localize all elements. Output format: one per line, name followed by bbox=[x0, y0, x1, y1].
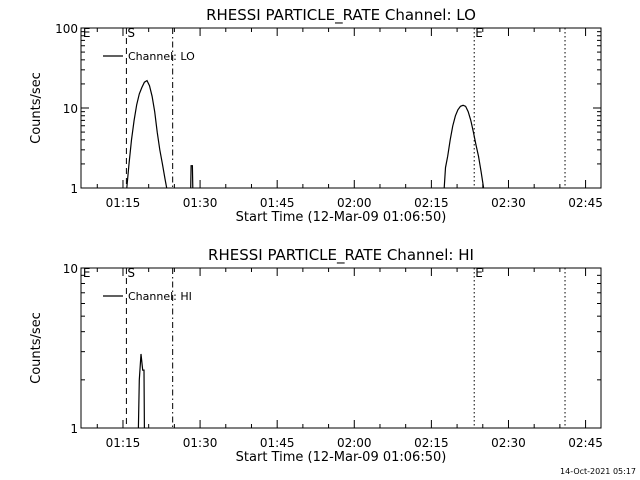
series-line bbox=[190, 165, 194, 189]
chart-title: RHESSI PARTICLE_RATE Channel: LO bbox=[206, 6, 476, 25]
x-tick-label: 01:15 bbox=[106, 436, 141, 450]
series-line bbox=[443, 104, 485, 189]
x-tick-label: 02:15 bbox=[414, 436, 449, 450]
x-axis-label: Start Time (12-Mar-09 01:06:50) bbox=[236, 210, 447, 225]
chart-title: RHESSI PARTICLE_RATE Channel: HI bbox=[208, 246, 474, 265]
x-tick-label: 01:45 bbox=[260, 436, 295, 450]
x-tick-label: 02:15 bbox=[414, 196, 449, 210]
footer-timestamp: 14-Oct-2021 05:17 bbox=[560, 467, 636, 476]
y-axis-label: Counts/sec bbox=[29, 72, 44, 144]
x-tick-label: 02:30 bbox=[491, 196, 526, 210]
event-marker-label: E bbox=[475, 26, 483, 40]
x-tick-label: 01:30 bbox=[183, 196, 218, 210]
x-tick-label: 01:15 bbox=[106, 196, 141, 210]
y-tick-label: 10 bbox=[63, 262, 78, 276]
x-tick-label: 01:30 bbox=[183, 436, 218, 450]
series-line bbox=[126, 79, 168, 189]
y-tick-label: 10 bbox=[63, 102, 78, 116]
chart-panel-1: RHESSI PARTICLE_RATE Channel: LO 1 10 100 01… bbox=[29, 6, 603, 225]
chart-panel-2: RHESSI PARTICLE_RATE Channel: HI 1 10 01:15… bbox=[29, 246, 603, 465]
series-line bbox=[137, 353, 145, 429]
y-tick-label: 100 bbox=[55, 22, 78, 36]
x-tick-label: 02:45 bbox=[568, 196, 603, 210]
event-marker-label: S bbox=[127, 26, 135, 40]
x-tick-label: 02:30 bbox=[491, 436, 526, 450]
event-marker-label: S bbox=[127, 266, 135, 280]
event-marker-label: E bbox=[83, 26, 91, 40]
y-tick-label: 1 bbox=[70, 422, 78, 436]
x-tick-label: 02:45 bbox=[568, 436, 603, 450]
x-tick-label: 02:00 bbox=[337, 196, 372, 210]
legend-label: Channel: HI bbox=[128, 290, 192, 303]
y-tick-label: 1 bbox=[70, 182, 78, 196]
event-marker-label: E bbox=[475, 266, 483, 280]
x-tick-label: 02:00 bbox=[337, 436, 372, 450]
x-tick-label: 01:45 bbox=[260, 196, 295, 210]
legend-label: Channel: LO bbox=[128, 50, 195, 63]
y-axis-label: Counts/sec bbox=[29, 312, 44, 384]
event-marker-label: E bbox=[83, 266, 91, 280]
x-axis-label: Start Time (12-Mar-09 01:06:50) bbox=[236, 450, 447, 465]
plot-frame bbox=[80, 267, 602, 429]
